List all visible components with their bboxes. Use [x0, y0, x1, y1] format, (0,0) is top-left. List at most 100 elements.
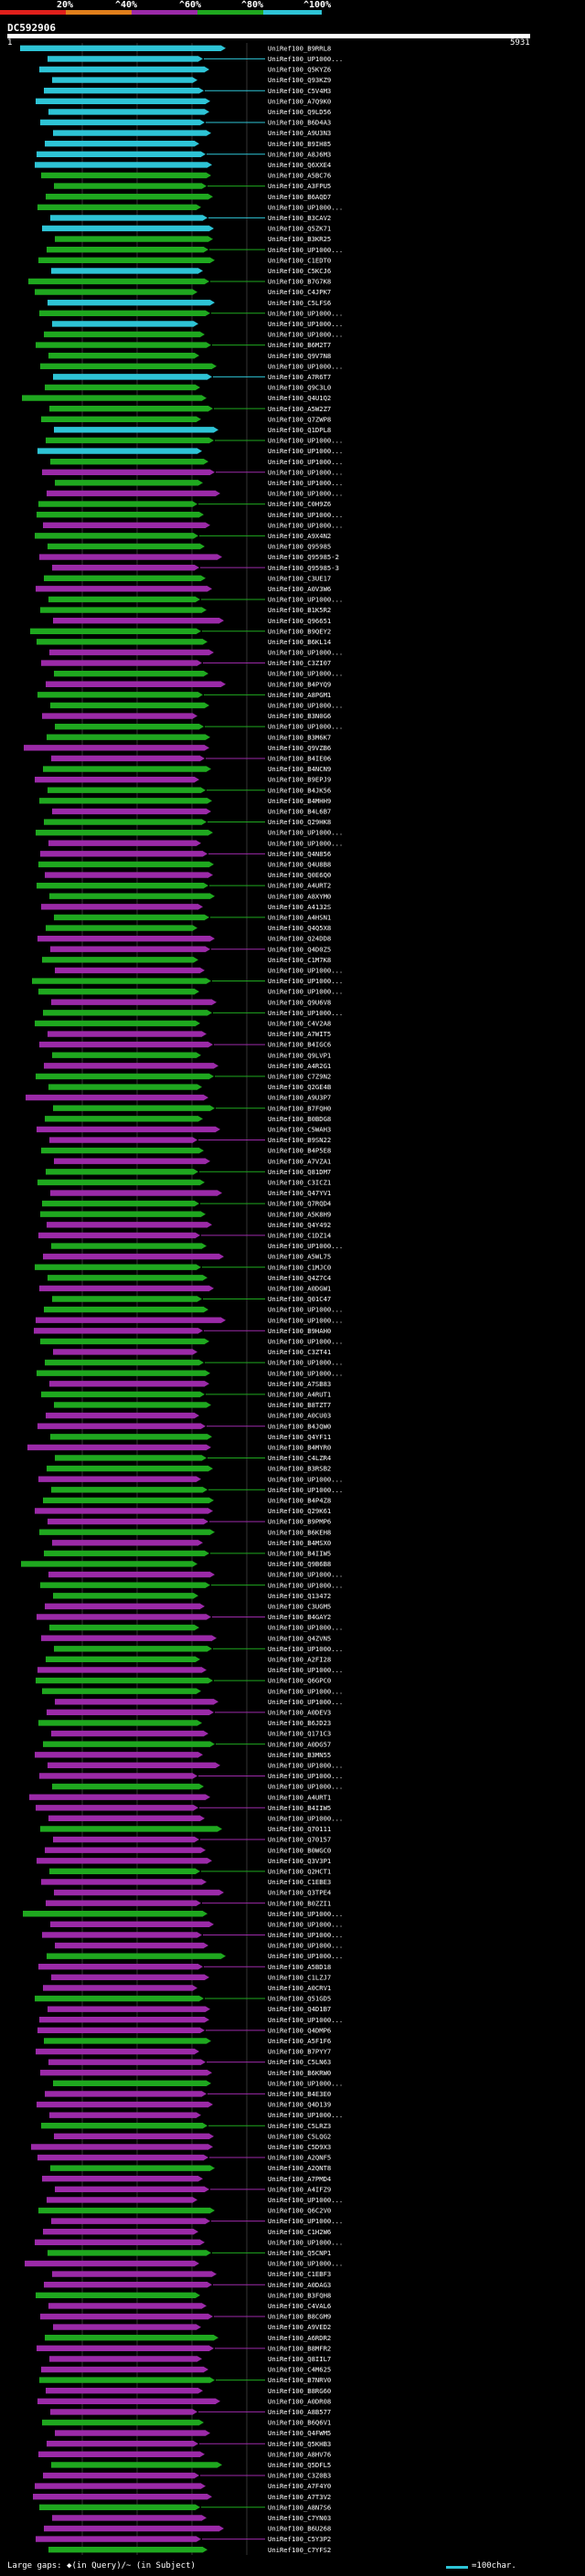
hit-label[interactable]: UniRef100_UP1000...	[268, 203, 343, 211]
hit-label[interactable]: UniRef100_UP1000...	[268, 331, 343, 339]
hit-label[interactable]: UniRef100_UP1000...	[268, 320, 343, 328]
hit-label[interactable]: UniRef100_Q29K61	[268, 1507, 331, 1515]
hit-label[interactable]: UniRef100_B4IE06	[268, 755, 331, 763]
hit-label[interactable]: UniRef100_C1EBF3	[268, 2270, 331, 2278]
hit-label[interactable]: UniRef100_B6Q6V1	[268, 2419, 331, 2427]
hit-label[interactable]: UniRef100_A0DEV3	[268, 1708, 331, 1716]
hit-label[interactable]: UniRef100_UP1000...	[268, 2079, 343, 2087]
hit-label[interactable]: UniRef100_A0DR08	[268, 2397, 331, 2405]
hit-label[interactable]: UniRef100_UP1000...	[268, 1772, 343, 1780]
hit-label[interactable]: UniRef100_B4P5E8	[268, 1147, 331, 1155]
hit-label[interactable]: UniRef100_C1DZ14	[268, 1232, 331, 1240]
hit-label[interactable]: UniRef100_C4VAL6	[268, 2302, 331, 2310]
hit-label[interactable]: UniRef100_A7PMD4	[268, 2175, 331, 2183]
hit-label[interactable]: UniRef100_C5LQG2	[268, 2132, 331, 2140]
hit-label[interactable]: UniRef100_A2QNF5	[268, 2154, 331, 2162]
hit-label[interactable]: UniRef100_C3ZI07	[268, 659, 331, 667]
hit-label[interactable]: UniRef100_Q4Z7C4	[268, 1274, 331, 1282]
hit-label[interactable]: UniRef100_Q9LD56	[268, 108, 331, 116]
hit-label[interactable]: UniRef100_UP1000...	[268, 1337, 343, 1345]
hit-label[interactable]: UniRef100_A9U3N3	[268, 129, 331, 137]
hit-label[interactable]: UniRef100_UP1000...	[268, 2196, 343, 2204]
hit-label[interactable]: UniRef100_B9RRL8	[268, 44, 331, 52]
hit-label[interactable]: UniRef100_A8HV76	[268, 2450, 331, 2458]
hit-label[interactable]: UniRef100_C3ZT41	[268, 1348, 331, 1356]
hit-label[interactable]: UniRef100_UP1000...	[268, 1316, 343, 1324]
hit-label[interactable]: UniRef100_A7SB83	[268, 1380, 331, 1388]
hit-label[interactable]: UniRef100_B3N0G6	[268, 712, 331, 720]
hit-label[interactable]: UniRef100_Q4U1Q2	[268, 394, 331, 402]
hit-label[interactable]: UniRef100_A5K8H9	[268, 1210, 331, 1218]
hit-label[interactable]: UniRef100_A5WL75	[268, 1253, 331, 1261]
hit-label[interactable]: UniRef100_Q4YF11	[268, 1433, 331, 1441]
hit-label[interactable]: UniRef100_A4HSN1	[268, 914, 331, 922]
hit-label[interactable]: UniRef100_UP1000...	[268, 1009, 343, 1017]
hit-label[interactable]: UniRef100_B6D4A3	[268, 119, 331, 127]
hit-label[interactable]: UniRef100_UP1000...	[268, 1783, 343, 1791]
hit-label[interactable]: UniRef100_A7T3V2	[268, 2493, 331, 2501]
hit-label[interactable]: UniRef100_UP1000...	[268, 479, 343, 487]
hit-label[interactable]: UniRef100_Q4Y492	[268, 1221, 331, 1229]
hit-label[interactable]: UniRef100_UP1000...	[268, 649, 343, 657]
hit-label[interactable]: UniRef100_UP1000...	[268, 1942, 343, 1950]
hit-label[interactable]: UniRef100_UP1000...	[268, 967, 343, 975]
hit-label[interactable]: UniRef100_B6JD23	[268, 1719, 331, 1727]
hit-label[interactable]: UniRef100_Q93KZ9	[268, 76, 331, 84]
hit-label[interactable]: UniRef100_UP1000...	[268, 490, 343, 498]
hit-label[interactable]: UniRef100_UP1000...	[268, 670, 343, 678]
hit-label[interactable]: UniRef100_Q5ZK71	[268, 225, 331, 233]
hit-label[interactable]: UniRef100_Q51GD5	[268, 1995, 331, 2003]
hit-label[interactable]: UniRef100_C4LZR4	[268, 1454, 331, 1462]
hit-label[interactable]: UniRef100_A7R6T7	[268, 373, 331, 381]
hit-label[interactable]: UniRef100_C1LZJ7	[268, 1973, 331, 1981]
hit-label[interactable]: UniRef100_Q7ZWP8	[268, 415, 331, 423]
hit-label[interactable]: UniRef100_UP1000...	[268, 458, 343, 466]
hit-label[interactable]: UniRef100_A8B577	[268, 2408, 331, 2416]
hit-label[interactable]: UniRef100_UP1000...	[268, 511, 343, 519]
hit-label[interactable]: UniRef100_Q95985-3	[268, 564, 339, 572]
hit-label[interactable]: UniRef100_B9PMP6	[268, 1518, 331, 1526]
hit-label[interactable]: UniRef100_B4JQW0	[268, 1422, 331, 1430]
hit-label[interactable]: UniRef100_Q9U6V8	[268, 998, 331, 1006]
hit-label[interactable]: UniRef100_C5Y3P2	[268, 2535, 331, 2543]
hit-label[interactable]: UniRef100_Q81DM7	[268, 1168, 331, 1176]
hit-label[interactable]: UniRef100_C5WAH3	[268, 1126, 331, 1134]
hit-label[interactable]: UniRef100_B6KL14	[268, 638, 331, 646]
hit-label[interactable]: UniRef100_C5LRZ3	[268, 2122, 331, 2130]
hit-label[interactable]: UniRef100_B0BDG8	[268, 1115, 331, 1123]
hit-label[interactable]: UniRef100_B3CAV2	[268, 214, 331, 222]
hit-label[interactable]: UniRef100_Q4Q5X8	[268, 924, 331, 932]
hit-label[interactable]: UniRef100_B3KR25	[268, 235, 331, 243]
hit-label[interactable]: UniRef100_A6RDR2	[268, 2334, 331, 2342]
hit-label[interactable]: UniRef100_C5D9X3	[268, 2143, 331, 2151]
hit-label[interactable]: UniRef100_C1H2W6	[268, 2228, 331, 2236]
hit-label[interactable]: UniRef100_B4IGC6	[268, 1041, 331, 1049]
hit-label[interactable]: UniRef100_A4IFZ9	[268, 2185, 331, 2193]
hit-label[interactable]: UniRef100_UP1000...	[268, 2111, 343, 2119]
hit-label[interactable]: UniRef100_Q70157	[268, 1836, 331, 1844]
hit-label[interactable]: UniRef100_UP1000...	[268, 1666, 343, 1674]
hit-label[interactable]: UniRef100_B9HAH0	[268, 1327, 331, 1335]
hit-label[interactable]: UniRef100_A9U3P7	[268, 1094, 331, 1102]
hit-label[interactable]: UniRef100_B4IIW5	[268, 1804, 331, 1812]
hit-label[interactable]: UniRef100_Q9V7N8	[268, 352, 331, 360]
hit-label[interactable]: UniRef100_Q24DD8	[268, 935, 331, 943]
hit-label[interactable]: UniRef100_B4GAY2	[268, 1613, 331, 1621]
hit-label[interactable]: UniRef100_C1EBE3	[268, 1878, 331, 1886]
hit-label[interactable]: UniRef100_UP1000...	[268, 702, 343, 710]
hit-label[interactable]: UniRef100_B4NCN9	[268, 765, 331, 773]
hit-label[interactable]: UniRef100_UP1000...	[268, 1571, 343, 1579]
hit-label[interactable]: UniRef100_Q6C2V0	[268, 2207, 331, 2215]
hit-label[interactable]: UniRef100_A4RUT1	[268, 1390, 331, 1398]
hit-label[interactable]: UniRef100_B6M2T7	[268, 341, 331, 349]
hit-label[interactable]: UniRef100_B4P4Z8	[268, 1496, 331, 1504]
hit-label[interactable]: UniRef100_UP1000...	[268, 1910, 343, 1918]
hit-label[interactable]: UniRef100_UP1000...	[268, 988, 343, 996]
hit-label[interactable]: UniRef100_B4PYQ9	[268, 680, 331, 688]
hit-label[interactable]: UniRef100_UP1000...	[268, 596, 343, 604]
hit-label[interactable]: UniRef100_Q01C47	[268, 1295, 331, 1303]
hit-label[interactable]: UniRef100_Q70111	[268, 1825, 331, 1833]
hit-label[interactable]: UniRef100_A7WIT5	[268, 1030, 331, 1038]
hit-label[interactable]: UniRef100_C5LFS6	[268, 299, 331, 307]
hit-label[interactable]: UniRef100_B4JK56	[268, 786, 331, 794]
